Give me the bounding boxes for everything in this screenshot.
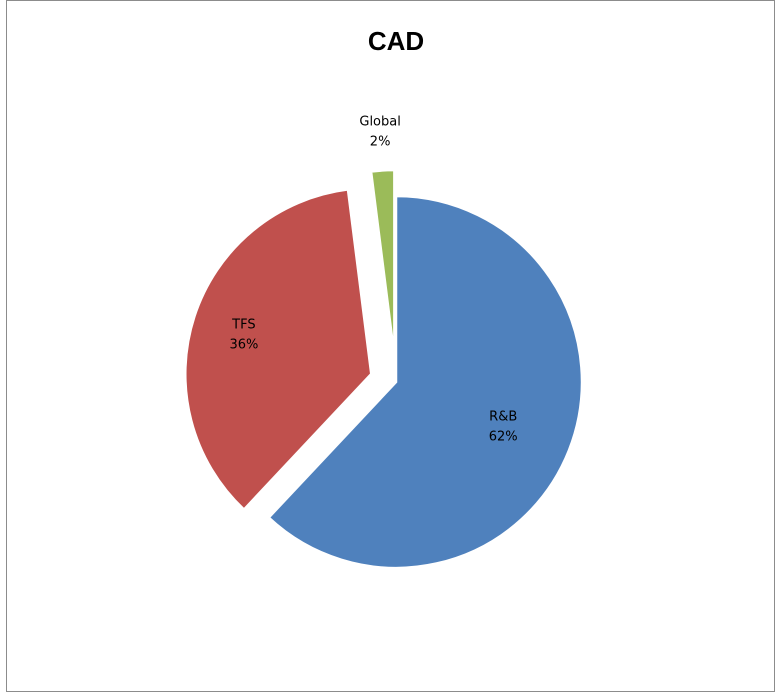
- pie-slice-tfs[interactable]: [184, 188, 373, 512]
- slice-labels: R&B 62% TFS 36% Global 2%: [229, 115, 517, 445]
- chart-title: CAD: [368, 26, 424, 56]
- pie-slice-global[interactable]: [369, 168, 396, 357]
- pie-slice-r-b[interactable]: [266, 194, 584, 570]
- chart-area: [6, 0, 775, 692]
- slice-label-name: TFS: [231, 318, 255, 333]
- slice-label-percent: 2%: [370, 135, 391, 150]
- slice-label-percent: 36%: [229, 338, 258, 353]
- slice-label-name: R&B: [489, 409, 517, 424]
- pie-slices: [184, 168, 584, 570]
- slice-label-percent: 62%: [489, 429, 518, 444]
- slice-label-name: Global: [359, 115, 400, 130]
